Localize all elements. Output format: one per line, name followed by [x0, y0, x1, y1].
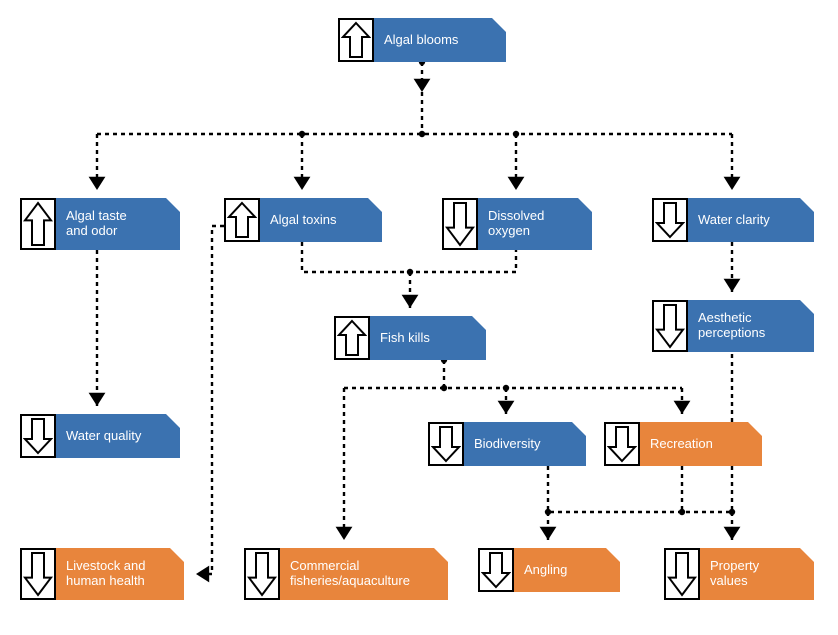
node-recreation: Recreation: [604, 422, 762, 466]
edge: [196, 226, 224, 574]
down-arrow-icon: [20, 414, 56, 458]
arrowhead-icon: [89, 177, 106, 190]
down-arrow-icon: [652, 198, 688, 242]
node-aesthetic: Aesthetic perceptions: [652, 300, 814, 352]
node-label: Dissolved oxygen: [478, 198, 592, 250]
down-arrow-icon: [664, 548, 700, 600]
node-algal-taste-odor: Algal taste and odor: [20, 198, 180, 250]
flowchart-root: Algal blooms Algal taste and odor Algal to…: [0, 0, 838, 635]
arrowhead-icon: [336, 527, 353, 540]
up-arrow-icon: [338, 18, 374, 62]
junction-dot: [679, 509, 685, 515]
node-label: Algal taste and odor: [56, 198, 180, 250]
node-label: Algal blooms: [374, 18, 506, 62]
node-label: Aesthetic perceptions: [688, 300, 814, 352]
arrowhead-icon: [498, 401, 515, 414]
arrowhead-icon: [508, 177, 525, 190]
node-water-clarity: Water clarity: [652, 198, 814, 242]
arrowhead-icon: [724, 177, 741, 190]
junction-dot: [407, 269, 413, 275]
junction-dot: [419, 131, 425, 137]
node-label: Algal toxins: [260, 198, 382, 242]
junction-dot: [503, 385, 509, 391]
junction-dot: [729, 509, 735, 515]
arrowhead-icon: [196, 566, 209, 583]
arrowhead-icon: [414, 79, 431, 92]
down-arrow-icon: [428, 422, 464, 466]
up-arrow-icon: [224, 198, 260, 242]
junction-dot: [513, 131, 519, 137]
node-livestock-health: Livestock and human health: [20, 548, 184, 600]
node-property-values: Property values: [664, 548, 814, 600]
node-angling: Angling: [478, 548, 620, 592]
arrowhead-icon: [540, 527, 557, 540]
node-label: Recreation: [640, 422, 762, 466]
node-commercial-fish: Commercial fisheries/aquaculture: [244, 548, 448, 600]
down-arrow-icon: [442, 198, 478, 250]
node-label: Commercial fisheries/aquaculture: [280, 548, 448, 600]
node-label: Property values: [700, 548, 814, 600]
node-label: Biodiversity: [464, 422, 586, 466]
arrowhead-icon: [724, 527, 741, 540]
node-label: Fish kills: [370, 316, 486, 360]
arrowhead-icon: [674, 401, 691, 414]
node-biodiversity: Biodiversity: [428, 422, 586, 466]
up-arrow-icon: [334, 316, 370, 360]
node-dissolved-oxygen: Dissolved oxygen: [442, 198, 592, 250]
node-label: Water clarity: [688, 198, 814, 242]
arrowhead-icon: [294, 177, 311, 190]
down-arrow-icon: [652, 300, 688, 352]
node-label: Water quality: [56, 414, 180, 458]
arrowhead-icon: [724, 279, 741, 292]
node-label: Angling: [514, 548, 620, 592]
up-arrow-icon: [20, 198, 56, 250]
node-fish-kills: Fish kills: [334, 316, 486, 360]
down-arrow-icon: [478, 548, 514, 592]
junction-dot: [545, 509, 551, 515]
arrowhead-icon: [89, 393, 106, 406]
node-algal-toxins: Algal toxins: [224, 198, 382, 242]
down-arrow-icon: [244, 548, 280, 600]
junction-dot: [299, 131, 305, 137]
node-water-quality: Water quality: [20, 414, 180, 458]
node-algal-blooms: Algal blooms: [338, 18, 506, 62]
arrowhead-icon: [402, 295, 419, 308]
junction-dot: [441, 385, 447, 391]
down-arrow-icon: [20, 548, 56, 600]
down-arrow-icon: [604, 422, 640, 466]
node-label: Livestock and human health: [56, 548, 184, 600]
